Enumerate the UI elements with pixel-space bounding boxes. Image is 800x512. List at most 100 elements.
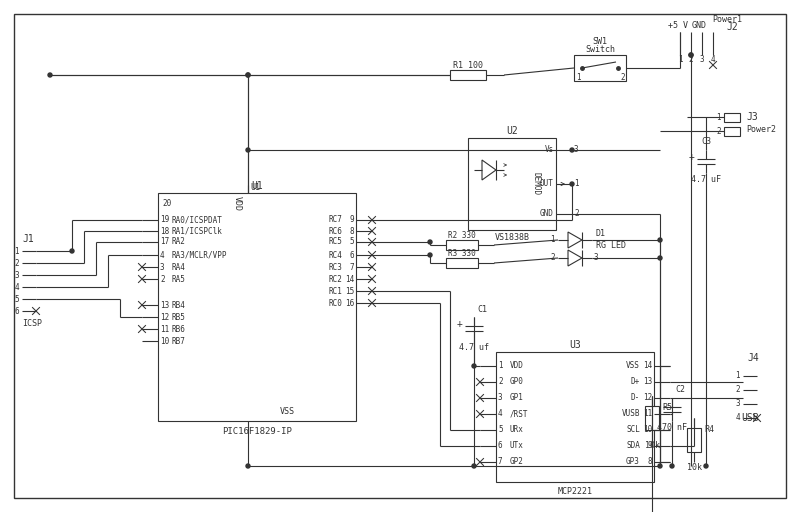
Text: URx: URx	[510, 425, 524, 435]
Text: SW1: SW1	[593, 37, 607, 47]
Text: GP1: GP1	[510, 394, 524, 402]
Text: OUT: OUT	[540, 180, 554, 188]
Text: RA3/MCLR/VPP: RA3/MCLR/VPP	[172, 250, 227, 260]
Text: 1: 1	[14, 246, 19, 255]
Text: GP2: GP2	[510, 458, 524, 466]
Text: RC2: RC2	[328, 274, 342, 284]
Text: Power1: Power1	[712, 15, 742, 25]
Bar	[468, 138, 556, 230]
Text: 11: 11	[160, 325, 170, 333]
Bar	[158, 193, 356, 421]
Text: GP3: GP3	[626, 458, 640, 466]
Text: 11: 11	[642, 410, 652, 418]
Text: R3 330: R3 330	[448, 248, 476, 258]
Text: 4.7 uF: 4.7 uF	[691, 176, 721, 184]
Text: UTx: UTx	[510, 441, 524, 451]
Text: 14: 14	[642, 361, 652, 371]
Circle shape	[570, 148, 574, 152]
Text: D1: D1	[596, 229, 606, 239]
Text: +: +	[456, 319, 462, 329]
Text: R5: R5	[662, 403, 672, 413]
Text: 7: 7	[498, 458, 502, 466]
Text: 4: 4	[710, 55, 715, 65]
Text: 2: 2	[574, 209, 578, 219]
Circle shape	[428, 253, 432, 257]
Text: 13: 13	[642, 377, 652, 387]
Text: D-: D-	[630, 394, 640, 402]
Text: 2: 2	[160, 274, 165, 284]
Text: RC0: RC0	[328, 298, 342, 308]
Text: SDA: SDA	[626, 441, 640, 451]
Circle shape	[246, 148, 250, 152]
Text: 14: 14	[345, 274, 354, 284]
Text: 1: 1	[678, 55, 682, 65]
Text: 4: 4	[160, 250, 165, 260]
Text: 6: 6	[14, 307, 19, 315]
Circle shape	[472, 464, 476, 468]
Text: 2: 2	[735, 386, 740, 395]
Text: RB6: RB6	[172, 325, 186, 333]
Text: 3: 3	[594, 253, 598, 263]
Text: J2: J2	[726, 22, 738, 32]
Text: 470 nF: 470 nF	[657, 423, 687, 433]
Text: 12: 12	[642, 394, 652, 402]
Text: R2 330: R2 330	[448, 230, 476, 240]
Text: 2: 2	[550, 253, 555, 263]
Text: /RST: /RST	[510, 410, 529, 418]
Text: 4: 4	[498, 410, 502, 418]
Text: +: +	[688, 152, 694, 162]
Text: RA1/ICSPClk: RA1/ICSPClk	[172, 226, 223, 236]
Text: U2: U2	[506, 126, 518, 136]
Bar	[446, 258, 478, 268]
Text: 4: 4	[14, 283, 19, 291]
Text: 13: 13	[160, 301, 170, 309]
Text: VS1838B: VS1838B	[494, 233, 530, 243]
Text: RC7: RC7	[328, 216, 342, 224]
Circle shape	[670, 464, 674, 468]
Text: 10k: 10k	[645, 441, 659, 451]
Text: Vs: Vs	[545, 145, 554, 155]
Circle shape	[704, 464, 708, 468]
Text: 20: 20	[162, 199, 171, 207]
Text: U1: U1	[250, 183, 260, 193]
Text: VSS: VSS	[626, 361, 640, 371]
Text: 9: 9	[350, 216, 354, 224]
Circle shape	[570, 182, 574, 186]
Text: 3: 3	[14, 270, 19, 280]
Text: GND: GND	[540, 209, 554, 219]
Text: MCP2221: MCP2221	[558, 487, 593, 497]
Text: 1: 1	[498, 361, 502, 371]
Text: 5: 5	[350, 238, 354, 246]
Text: 2: 2	[498, 377, 502, 387]
Bar	[574, 55, 626, 81]
Text: 19: 19	[160, 216, 170, 224]
Circle shape	[246, 73, 250, 77]
Text: RA0/ICSPDAT: RA0/ICSPDAT	[172, 216, 223, 224]
Text: Switch: Switch	[585, 46, 615, 54]
Text: VSS: VSS	[279, 407, 294, 416]
Text: 1: 1	[716, 113, 721, 121]
Text: R4: R4	[704, 425, 714, 435]
Text: U1: U1	[251, 181, 263, 191]
Text: 5: 5	[14, 294, 19, 304]
Text: RA5: RA5	[172, 274, 186, 284]
Text: 16: 16	[345, 298, 354, 308]
Text: C3: C3	[701, 138, 711, 146]
Text: J3: J3	[746, 112, 758, 122]
Text: U3: U3	[569, 340, 581, 350]
Text: 10: 10	[160, 336, 170, 346]
Bar	[724, 127, 740, 136]
Text: DEMOD: DEMOD	[531, 173, 541, 196]
Text: 2: 2	[14, 259, 19, 267]
Text: RC1: RC1	[328, 287, 342, 295]
Text: 6: 6	[350, 250, 354, 260]
Text: 2: 2	[620, 74, 625, 82]
Text: 8: 8	[647, 458, 652, 466]
Text: 5: 5	[498, 425, 502, 435]
Text: 17: 17	[160, 238, 170, 246]
Circle shape	[246, 464, 250, 468]
Text: 10: 10	[642, 425, 652, 435]
Circle shape	[48, 73, 52, 77]
Text: VUSB: VUSB	[622, 410, 640, 418]
Text: VDD: VDD	[510, 361, 524, 371]
